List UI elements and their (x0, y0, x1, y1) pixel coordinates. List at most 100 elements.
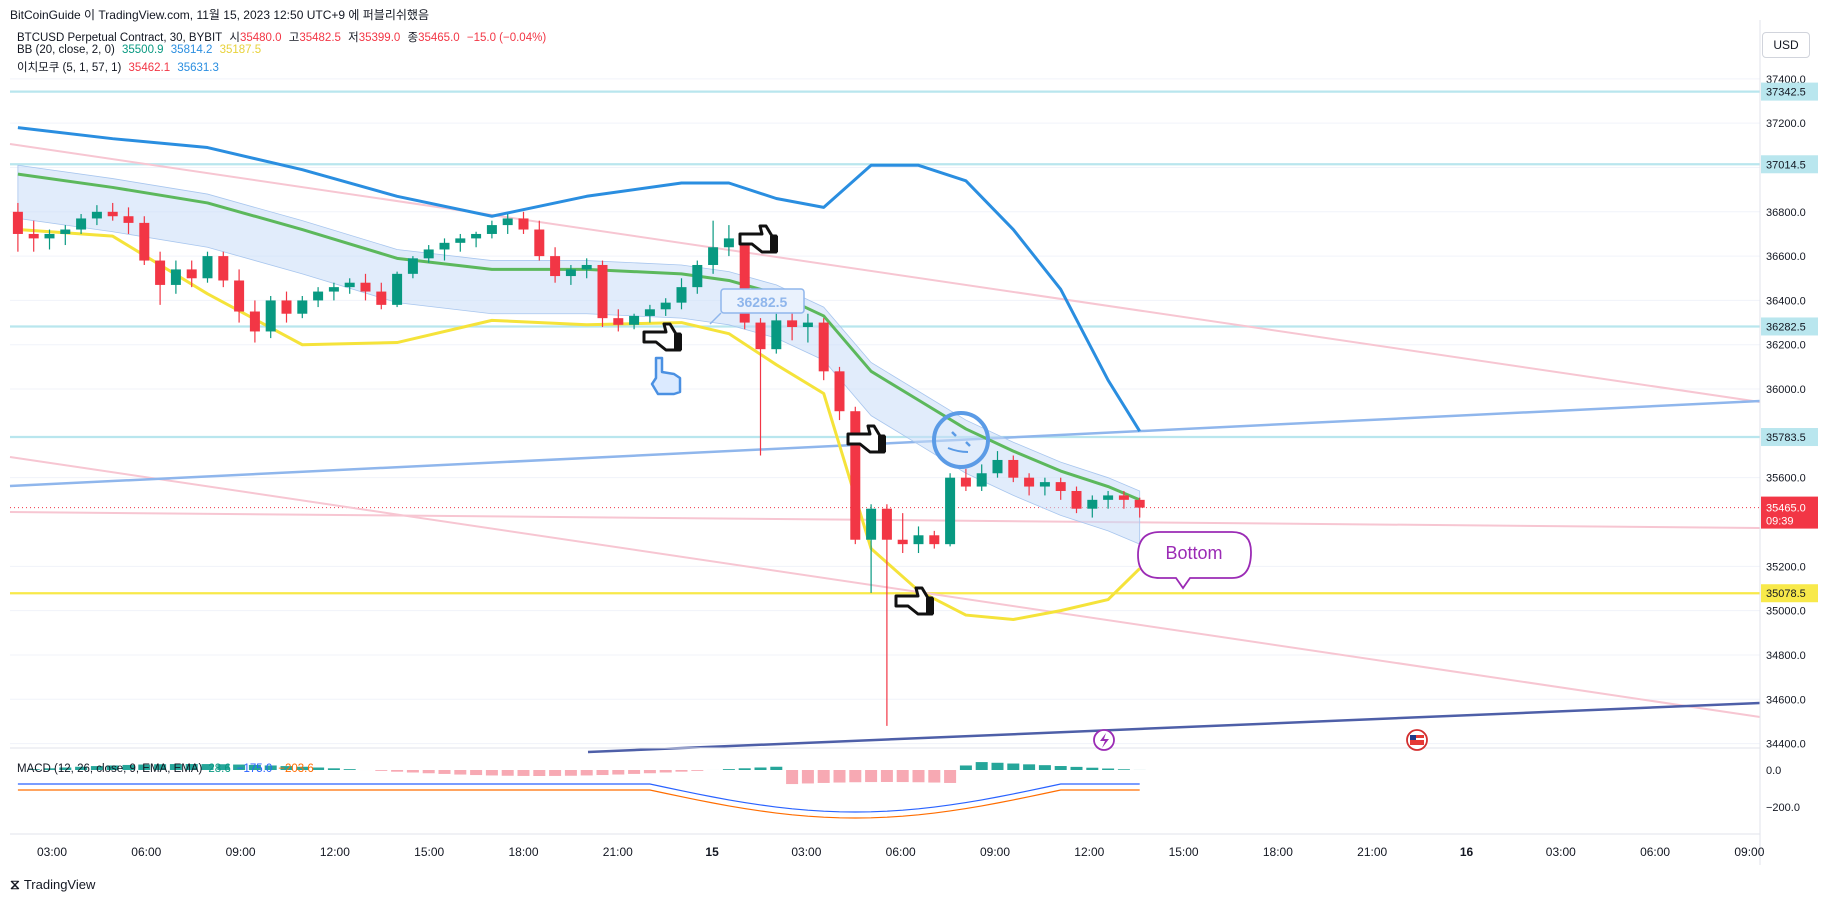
macd-bar-23 (375, 770, 388, 771)
bb-legend[interactable]: BB (20, close, 2, 0) 35500.9 35814.2 351… (17, 44, 265, 56)
navy-trendline (587, 701, 1761, 754)
candle-body-26 (423, 249, 434, 259)
candle-67 (1071, 486, 1082, 514)
macd-bar-5 (90, 766, 103, 770)
symbol-name[interactable]: BTCUSD Perpetual Contract, 30, BYBIT (17, 32, 223, 44)
candle-52 (834, 366, 845, 421)
candle-65 (1039, 477, 1050, 496)
candle-9 (155, 251, 166, 305)
candle-49 (787, 311, 798, 341)
bottom-bubble: Bottom (1137, 531, 1252, 590)
macd-bar-15 (248, 764, 261, 770)
time-label-14: 21:00 (1357, 845, 1387, 859)
candle-body-15 (249, 311, 260, 332)
candle-24 (392, 271, 403, 308)
candle-body-45 (723, 238, 734, 248)
candle-6 (107, 202, 118, 221)
candle-body-4 (76, 218, 87, 230)
time-label-2: 09:00 (226, 845, 256, 859)
macd-bar-12 (201, 764, 214, 770)
candle-30 (486, 220, 497, 239)
level-price-label-4: 35078.5 (1766, 588, 1806, 600)
macd-bar-33 (533, 770, 546, 776)
candle-14 (234, 269, 245, 323)
price-tick-label-4: 36600.0 (1766, 251, 1806, 263)
price-tick-label-10: 35000.0 (1766, 606, 1806, 618)
candle-body-20 (328, 287, 339, 292)
high-label: 고 (288, 32, 300, 44)
candle-body-48 (771, 320, 782, 350)
macd-bar-65 (1038, 765, 1051, 770)
candle-body-44 (708, 247, 719, 265)
candle-body-67 (1071, 490, 1082, 509)
macd-bar-32 (517, 770, 530, 776)
macd-line (17, 783, 1140, 813)
macd-bar-39 (628, 770, 641, 774)
macd-bar-21 (343, 769, 356, 770)
candle-48 (771, 313, 782, 354)
macd-bar-31 (501, 770, 514, 776)
macd-bar-24 (391, 770, 404, 772)
annotations: 36282.5 Bottom (642, 224, 1428, 751)
candle-62 (992, 451, 1003, 478)
candle-body-64 (1024, 477, 1035, 487)
candle-body-61 (976, 473, 987, 487)
pink-trendline-upper (9, 143, 1761, 403)
candle-body-53 (850, 411, 861, 540)
bb-lower-line (17, 228, 1141, 621)
currency-button[interactable]: USD (1762, 32, 1810, 58)
candle-body-23 (376, 291, 387, 305)
candle-3 (60, 225, 71, 246)
candle-body-34 (550, 256, 561, 277)
ichimoku-legend[interactable]: 이치모쿠 (5, 1, 57, 1) 35462.1 35631.3 (17, 59, 223, 75)
candle-58 (929, 530, 940, 549)
candle-17 (281, 291, 292, 323)
candle-43 (692, 260, 703, 294)
callout-box: 36282.5 (709, 288, 805, 325)
tradingview-logo[interactable]: ⧖ TradingView (10, 876, 95, 893)
candle-39 (629, 313, 640, 330)
price-grid (10, 78, 1760, 745)
pointing-hand-icon-2 (642, 322, 682, 352)
macd-bar-4 (75, 766, 88, 770)
candle-26 (423, 245, 434, 263)
candle-56 (897, 513, 908, 554)
macd-bar-19 (312, 767, 325, 770)
macd-bar-69 (1102, 768, 1115, 770)
macd-bar-38 (612, 770, 625, 775)
candle-4 (76, 214, 87, 234)
time-label-16: 03:00 (1546, 845, 1576, 859)
level-price-tag-3 (1761, 428, 1818, 447)
candle-body-0 (12, 211, 23, 234)
macd-legend-part-2: −175.0 (237, 763, 273, 775)
candle-31 (502, 214, 513, 234)
macd-bar-36 (580, 770, 593, 776)
macd-bar-1 (27, 769, 40, 770)
candle-body-46 (739, 238, 750, 323)
macd-bar-35 (564, 770, 577, 776)
candle-body-30 (486, 225, 497, 234)
candle-61 (976, 464, 987, 491)
time-label-8: 03:00 (791, 845, 821, 859)
macd-bar-48 (770, 766, 783, 770)
candle-5 (91, 205, 102, 226)
candle-body-32 (518, 218, 529, 230)
tv-brand-text: TradingView (23, 877, 96, 892)
high-value: 35482.5 (299, 32, 341, 44)
macd-bar-66 (1054, 766, 1067, 770)
publish-header: BitCoinGuide 이 TradingView.com, 11월 15, … (10, 8, 429, 22)
time-label-4: 15:00 (414, 845, 444, 859)
candle-body-39 (629, 315, 640, 325)
macd-bar-3 (59, 767, 72, 770)
macd-bar-13 (217, 764, 230, 770)
macd-bar-41 (659, 770, 672, 773)
candle-body-2 (44, 233, 55, 239)
candle-body-19 (313, 291, 324, 301)
macd-bar-61 (975, 762, 988, 770)
price-tick-label-11: 34800.0 (1766, 650, 1806, 662)
level-price-label-1: 37014.5 (1766, 159, 1806, 171)
time-label-5: 18:00 (508, 845, 538, 859)
level-price-tag-1 (1761, 155, 1818, 174)
macd-bar-30 (485, 770, 498, 776)
